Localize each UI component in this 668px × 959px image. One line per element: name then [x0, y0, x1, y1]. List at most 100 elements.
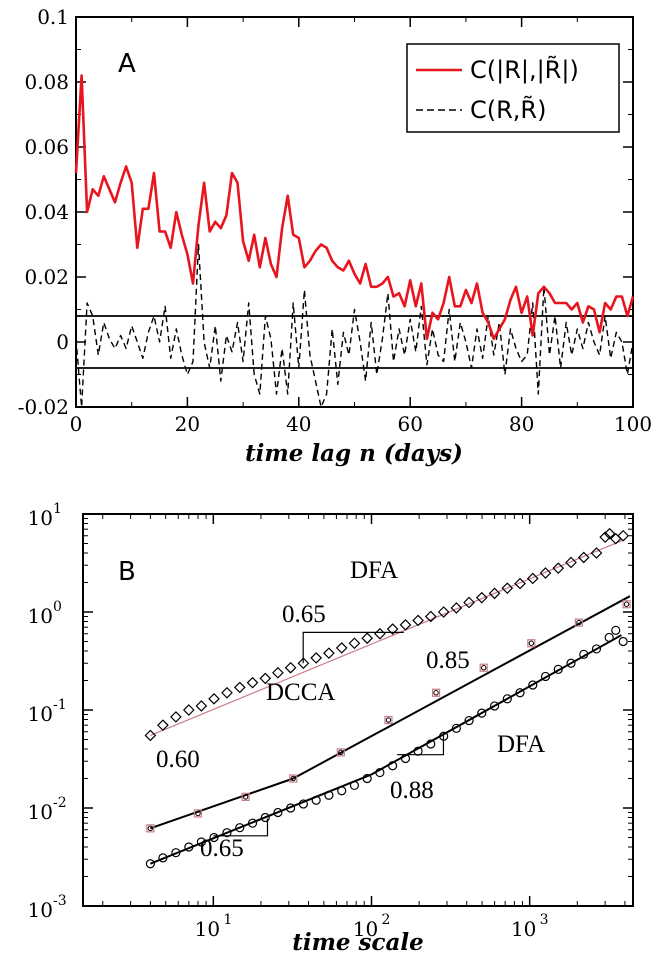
- annotation-slope-065-top: 0.65: [282, 601, 326, 628]
- y-tick-label: 10: [28, 898, 53, 922]
- x-tick-exponent: 3: [540, 912, 549, 928]
- y-tick-label: 0.06: [24, 135, 69, 159]
- dfa-upper-point: [195, 700, 208, 712]
- dfa-lower-point: [273, 807, 283, 818]
- dfa-upper-point: [526, 572, 539, 585]
- panel-a-x-label: time lag n (days): [245, 440, 463, 467]
- annotation-slope-085: 0.85: [426, 647, 470, 674]
- panel-b-slope-triangles: [213, 631, 445, 837]
- dfa-upper-point: [617, 529, 630, 542]
- dfa-lower-point: [464, 715, 474, 726]
- panel-a-letter: A: [118, 49, 136, 79]
- dfa-lower-point: [477, 708, 487, 718]
- dfa-upper-point: [412, 614, 424, 627]
- x-tick-label: 60: [397, 412, 422, 436]
- dfa-lower-point: [579, 649, 589, 659]
- panel-b-x-axis: 10 1 10 2 10 3: [102, 514, 626, 941]
- dfa-upper-point: [208, 692, 220, 705]
- dfa-upper-point: [590, 547, 603, 559]
- dfa-upper-point: [386, 623, 399, 635]
- y-tick-label: 0.02: [24, 265, 69, 289]
- dfa-upper-point: [539, 567, 552, 579]
- dfa-upper-point: [144, 729, 157, 742]
- annotation-dfa-top: DFA: [350, 557, 398, 584]
- y-tick-label: 10: [28, 506, 53, 530]
- dfa-lower-point: [349, 780, 360, 791]
- dfa-upper-point: [297, 657, 310, 670]
- annotation-dcca: DCCA: [266, 679, 335, 706]
- dfa-upper-point: [437, 606, 450, 618]
- dfa-upper-point: [323, 647, 335, 660]
- dfa-lower-point: [591, 644, 602, 654]
- panel-a-series: [74, 74, 635, 408]
- dfa-upper-point: [450, 602, 463, 614]
- panel-a-legend: C(|R|,|R̃|) C(R,R̃): [406, 43, 620, 133]
- dcca-point-center: [338, 749, 344, 756]
- dfa-lower-point: [222, 828, 232, 838]
- y-tick-exponent: 1: [53, 501, 62, 517]
- dfa-upper-point: [603, 527, 616, 540]
- dcca-point-center: [242, 794, 249, 800]
- dfa-lower-point: [375, 767, 385, 778]
- y-tick-label: -0.02: [18, 395, 69, 419]
- dfa-lower-point: [426, 739, 436, 749]
- dfa-upper-point: [565, 556, 577, 569]
- dfa-upper-point: [552, 562, 565, 575]
- dfa-upper-point: [348, 637, 361, 650]
- x-tick-exponent: 1: [223, 912, 232, 928]
- dcca-point: [193, 809, 203, 818]
- y-tick-exponent: -1: [53, 697, 67, 713]
- legend-label-raw: C(R,R̃): [470, 96, 546, 124]
- panel-a-y-axis: -0.02 0 0.02 0.04 0.06 0.08 0.1: [18, 5, 633, 419]
- dfa-upper-point: [221, 686, 233, 699]
- dfa-upper-point: [577, 551, 590, 564]
- dfa-upper-point: [233, 681, 246, 694]
- y-tick-label: 0: [56, 330, 69, 354]
- dfa-upper-point: [475, 591, 488, 604]
- dfa-lower-point: [618, 636, 628, 647]
- dcca-point-center: [433, 690, 439, 696]
- y-tick-label: 10: [28, 702, 53, 726]
- dfa-lower-point: [260, 812, 270, 823]
- dcca-point: [336, 748, 345, 757]
- annotation-slope-088: 0.88: [390, 777, 434, 804]
- dcca-point: [574, 618, 584, 627]
- dfa-lower-point: [298, 799, 308, 809]
- dfa-upper-point: [157, 719, 169, 732]
- dfa-upper-point: [335, 642, 348, 654]
- dcca-point-center: [623, 601, 630, 607]
- panel-b-x-label: time scale: [292, 929, 424, 956]
- panel-b-letter: B: [118, 557, 136, 587]
- x-tick-exponent: 2: [382, 912, 391, 928]
- y-tick-label: 10: [28, 604, 53, 628]
- dfa-upper-point: [514, 577, 526, 590]
- slope-triangle-dfa-lower-large: [397, 731, 445, 756]
- dfa-upper-point: [182, 704, 195, 716]
- dfa-upper-point: [284, 661, 297, 674]
- fit-line-dfa-lower-small: [150, 773, 372, 865]
- dfa-upper-point: [463, 596, 475, 609]
- panel-a-reference-lines: [76, 315, 633, 369]
- x-tick-label: 20: [175, 412, 200, 436]
- dcca-point: [289, 774, 298, 783]
- legend-label-abs: C(|R|,|R̃|): [470, 56, 579, 84]
- y-tick-exponent: 0: [53, 599, 62, 615]
- dfa-lower-point: [171, 848, 181, 858]
- dfa-upper-point: [246, 676, 259, 689]
- dfa-lower-point: [196, 837, 206, 847]
- dfa-lower-point: [540, 671, 551, 682]
- dfa-upper-point: [424, 610, 437, 623]
- dfa-lower-point: [286, 803, 296, 813]
- dfa-upper-point: [599, 531, 611, 544]
- dfa-upper-point: [259, 672, 272, 685]
- dcca-point: [241, 792, 250, 801]
- dcca-point: [384, 715, 393, 725]
- series-returns-line: [75, 243, 634, 408]
- dfa-upper-point: [488, 587, 501, 600]
- x-tick-label: 0: [70, 412, 83, 436]
- dcca-point-center: [528, 640, 535, 646]
- dfa-lower-point: [388, 761, 398, 771]
